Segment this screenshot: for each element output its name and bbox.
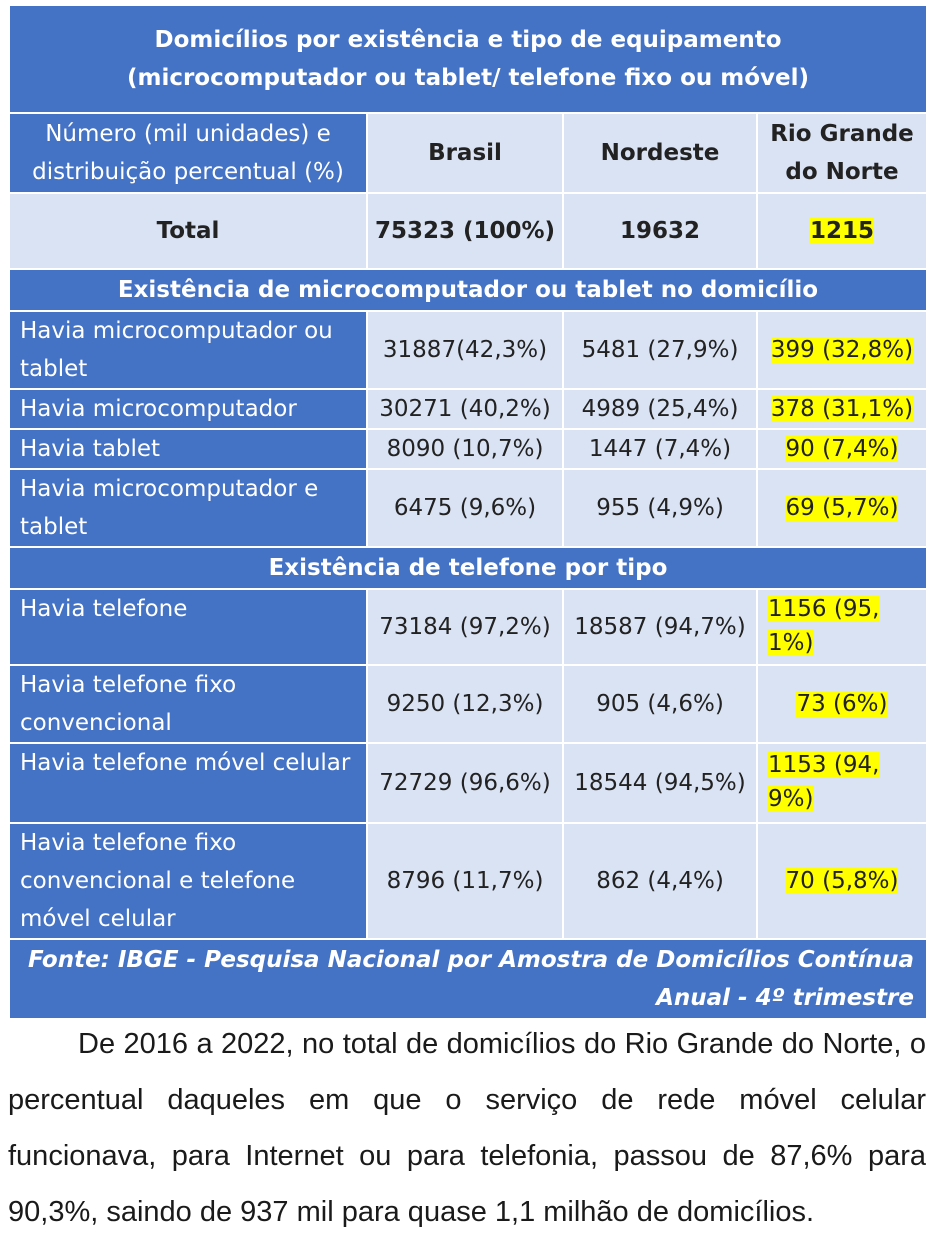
table-row: Havia telefone fixo convencional 9250 (1… xyxy=(8,664,928,744)
row-label: Havia telefone xyxy=(8,588,368,666)
table-row: Havia telefone 73184 (97,2%) 18587 (94,7… xyxy=(8,588,928,666)
row-brasil: 72729 (96,6%) xyxy=(366,742,564,824)
total-label: Total xyxy=(8,192,368,270)
row-brasil: 8090 (10,7%) xyxy=(366,428,564,470)
section-row-1: Existência de microcomputador ou tablet … xyxy=(8,268,928,312)
total-nordeste: 19632 xyxy=(562,192,758,270)
row-nordeste: 5481 (27,9%) xyxy=(562,310,758,390)
row-rn: 1156 (95,1%) xyxy=(768,596,880,656)
row-nordeste: 862 (4,4%) xyxy=(562,822,758,940)
table-source: Fonte: IBGE - Pesquisa Nacional por Amos… xyxy=(8,938,928,1020)
row-rn-cell: 399 (32,8%) xyxy=(756,310,928,390)
row-rn-cell: 69 (5,7%) xyxy=(756,468,928,548)
row-rn-cell: 1153 (94,9%) xyxy=(756,742,928,824)
row-rn: 378 (31,1%) xyxy=(770,396,914,422)
row-nordeste: 18587 (94,7%) xyxy=(562,588,758,666)
header-rn: Rio Grande do Norte xyxy=(756,112,928,194)
section-row-2: Existência de telefone por tipo xyxy=(8,546,928,590)
total-rn-cell: 1215 xyxy=(756,192,928,270)
section-title-phone: Existência de telefone por tipo xyxy=(8,546,928,590)
row-rn-cell: 90 (7,4%) xyxy=(756,428,928,470)
row-nordeste: 18544 (94,5%) xyxy=(562,742,758,824)
row-rn: 399 (32,8%) xyxy=(770,337,914,363)
table-row: Havia telefone fixo convencional e telef… xyxy=(8,822,928,940)
row-rn-cell: 1156 (95,1%) xyxy=(756,588,928,666)
row-brasil: 8796 (11,7%) xyxy=(366,822,564,940)
equipment-table: Domicílios por existência e tipo de equi… xyxy=(8,4,928,1020)
row-brasil: 30271 (40,2%) xyxy=(366,388,564,430)
row-nordeste: 955 (4,9%) xyxy=(562,468,758,548)
row-nordeste: 1447 (7,4%) xyxy=(562,428,758,470)
source-row: Fonte: IBGE - Pesquisa Nacional por Amos… xyxy=(8,938,928,1020)
row-label: Havia telefone fixo convencional e telef… xyxy=(8,822,368,940)
section-title-computer: Existência de microcomputador ou tablet … xyxy=(8,268,928,312)
row-brasil: 31887(42,3%) xyxy=(366,310,564,390)
header-first-column: Número (mil unidades) e distribuição per… xyxy=(8,112,368,194)
header-nordeste: Nordeste xyxy=(562,112,758,194)
row-label: Havia microcomputador xyxy=(8,388,368,430)
row-rn: 69 (5,7%) xyxy=(785,495,899,521)
body-paragraph: De 2016 a 2022, no total de domicílios d… xyxy=(8,1028,926,1228)
row-nordeste: 905 (4,6%) xyxy=(562,664,758,744)
row-rn-cell: 378 (31,1%) xyxy=(756,388,928,430)
row-rn: 73 (6%) xyxy=(796,691,888,717)
row-label: Havia microcomputador e tablet xyxy=(8,468,368,548)
row-rn-cell: 70 (5,8%) xyxy=(756,822,928,940)
table-row: Havia microcomputador e tablet 6475 (9,6… xyxy=(8,468,928,548)
row-label: Havia telefone móvel celular xyxy=(8,742,368,824)
row-rn: 70 (5,8%) xyxy=(785,868,899,894)
total-brasil: 75323 (100%) xyxy=(366,192,564,270)
row-brasil: 9250 (12,3%) xyxy=(366,664,564,744)
table-title: Domicílios por existência e tipo de equi… xyxy=(8,4,928,114)
row-brasil: 6475 (9,6%) xyxy=(366,468,564,548)
table-row: Havia microcomputador 30271 (40,2%) 4989… xyxy=(8,388,928,430)
table-row: Havia telefone móvel celular 72729 (96,6… xyxy=(8,742,928,824)
row-nordeste: 4989 (25,4%) xyxy=(562,388,758,430)
total-rn: 1215 xyxy=(809,218,874,244)
header-row: Número (mil unidades) e distribuição per… xyxy=(8,112,928,194)
row-rn-cell: 73 (6%) xyxy=(756,664,928,744)
row-rn: 1153 (94,9%) xyxy=(768,752,880,812)
row-label: Havia telefone fixo convencional xyxy=(8,664,368,744)
row-label: Havia tablet xyxy=(8,428,368,470)
row-rn: 90 (7,4%) xyxy=(785,436,899,462)
table-row: Havia tablet 8090 (10,7%) 1447 (7,4%) 90… xyxy=(8,428,928,470)
title-row: Domicílios por existência e tipo de equi… xyxy=(8,4,928,114)
table-row: Havia microcomputador ou tablet 31887(42… xyxy=(8,310,928,390)
table-title-line-1: Domicílios por existência e tipo de equi… xyxy=(154,27,782,53)
row-brasil: 73184 (97,2%) xyxy=(366,588,564,666)
table-title-line-2: (microcomputador ou tablet/ telefone fix… xyxy=(126,65,810,91)
total-row: Total 75323 (100%) 19632 1215 xyxy=(8,192,928,270)
row-label: Havia microcomputador ou tablet xyxy=(8,310,368,390)
header-brasil: Brasil xyxy=(366,112,564,194)
